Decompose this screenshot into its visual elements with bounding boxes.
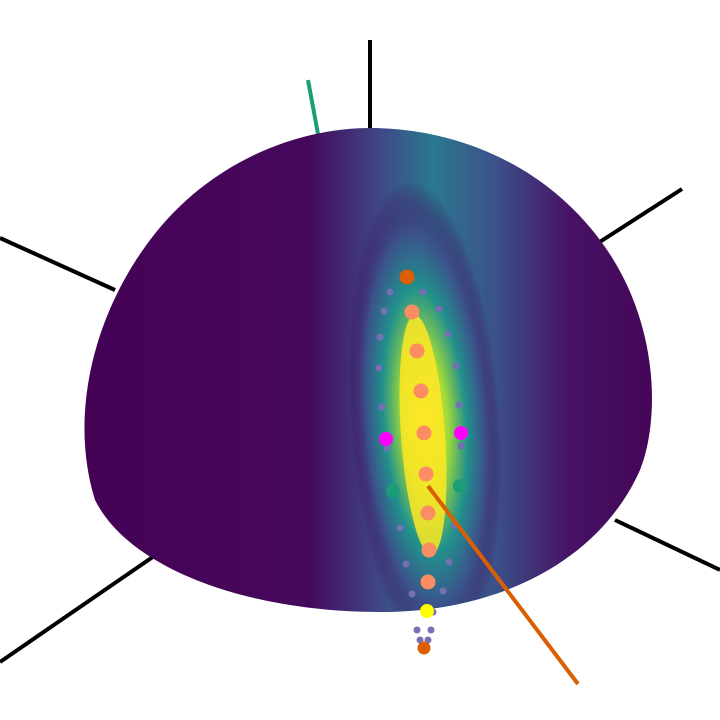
side-dot-left <box>383 444 391 452</box>
side-dot-right <box>427 626 435 634</box>
side-dot-left <box>376 333 384 341</box>
side-dot-right <box>455 401 463 409</box>
axis-line-lower-left <box>0 550 162 664</box>
side-dot-left <box>402 560 410 568</box>
side-marker-left <box>379 432 393 446</box>
side-dot-right <box>452 362 460 370</box>
side-dot-left <box>408 590 416 598</box>
top-end-marker <box>399 269 415 285</box>
mid-side-marker-left <box>386 484 400 498</box>
center-marker <box>404 304 420 320</box>
side-dot-right <box>435 305 443 313</box>
mid-side-marker-right <box>453 479 467 493</box>
side-dot-left <box>378 403 386 411</box>
side-dot-left <box>375 364 383 372</box>
tip-marker <box>420 604 434 618</box>
side-dot-left <box>416 636 424 644</box>
accent-axis-line <box>306 79 320 135</box>
axis-line-upper-right <box>593 187 684 247</box>
center-marker <box>413 383 429 399</box>
center-marker <box>420 574 436 590</box>
center-marker <box>420 505 436 521</box>
axis-line-lower-right <box>614 518 720 572</box>
side-dot-left <box>380 307 388 315</box>
side-dot-right <box>445 558 453 566</box>
center-marker <box>416 425 432 441</box>
side-dot-left <box>413 626 421 634</box>
marker-layer <box>375 269 468 655</box>
center-marker <box>421 542 437 558</box>
center-marker <box>409 343 425 359</box>
axis-line-upper-left <box>0 236 116 292</box>
center-marker <box>418 466 434 482</box>
side-dot-right <box>439 587 447 595</box>
hemisphere-surface <box>84 128 652 612</box>
side-dot-left <box>396 524 404 532</box>
bottom-end-marker <box>417 641 431 655</box>
direction-vector <box>426 484 580 686</box>
side-dot-right <box>419 288 427 296</box>
side-dot-right <box>444 330 452 338</box>
side-dot-right <box>424 636 432 644</box>
side-marker-right <box>454 426 468 440</box>
side-dot-right <box>457 442 465 450</box>
side-dot-left <box>386 288 394 296</box>
